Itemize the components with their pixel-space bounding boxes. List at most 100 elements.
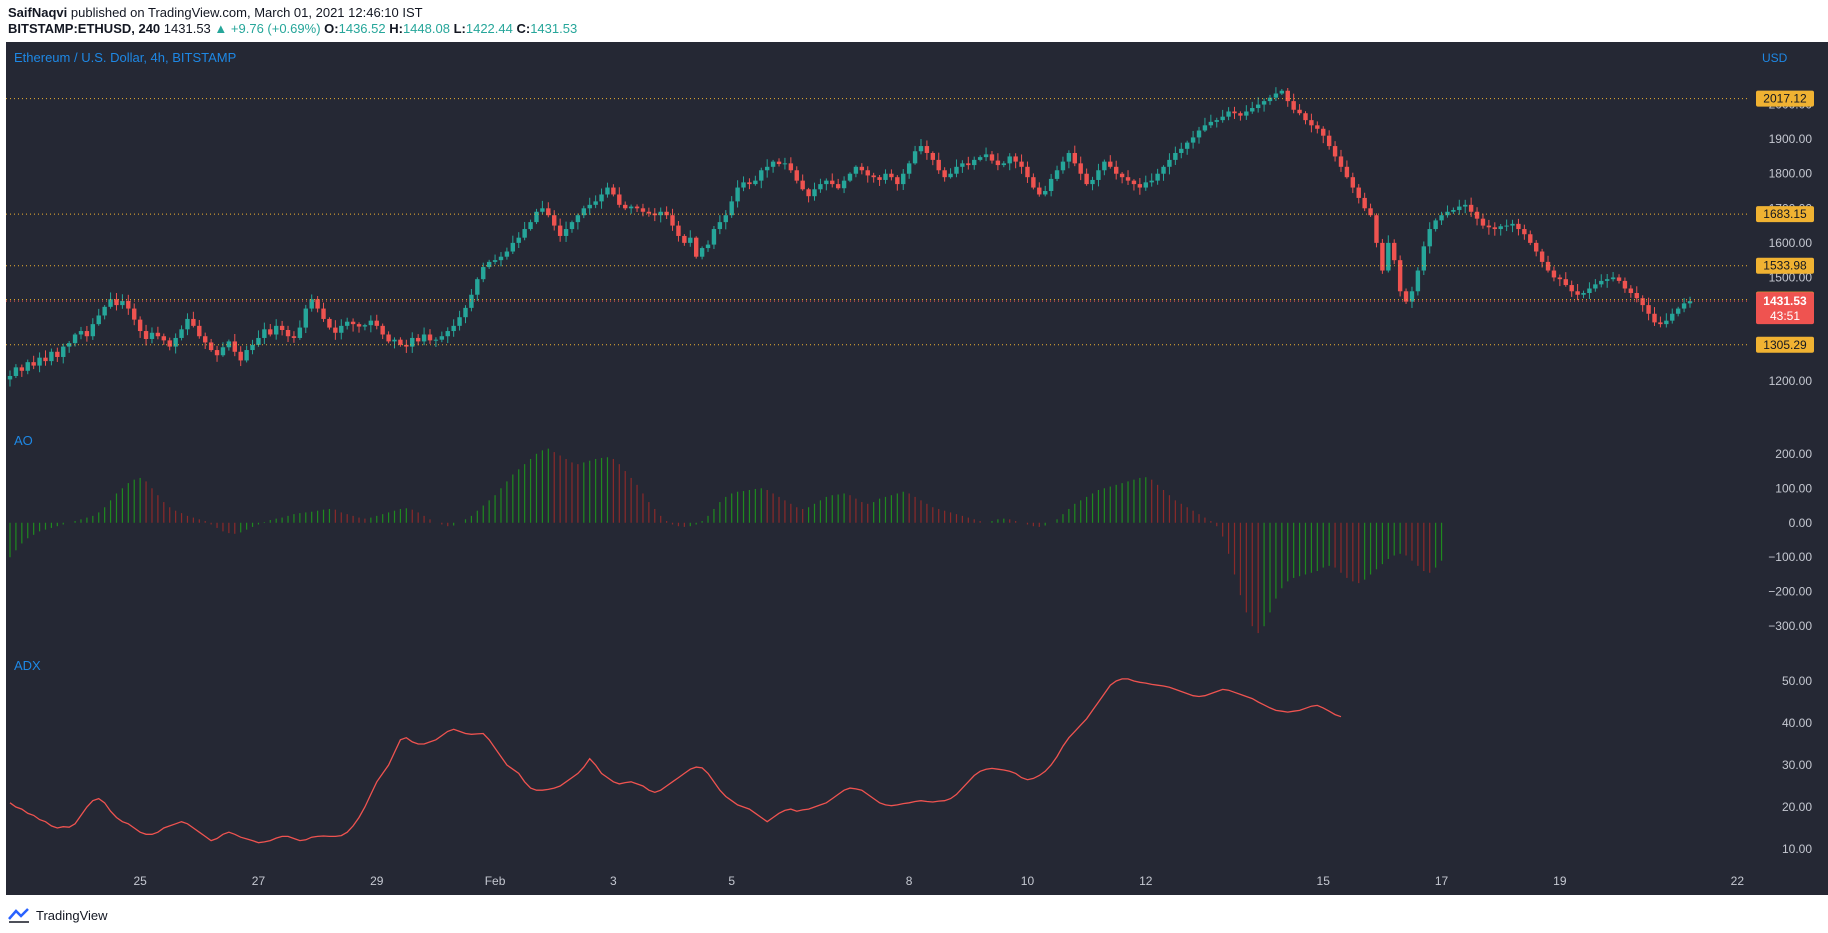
open-label: O: bbox=[324, 21, 339, 36]
candle-body bbox=[682, 235, 687, 243]
candle-body bbox=[1658, 322, 1663, 325]
candle-body bbox=[143, 331, 149, 339]
candle-body bbox=[1037, 187, 1042, 195]
candle-body bbox=[120, 300, 125, 306]
candle-body bbox=[433, 339, 439, 341]
candle-body bbox=[315, 299, 320, 309]
candle-body bbox=[1321, 128, 1326, 136]
candle-body bbox=[1616, 277, 1622, 281]
candle-body bbox=[605, 187, 610, 195]
candle-body bbox=[1681, 303, 1687, 309]
candle-body bbox=[942, 170, 947, 178]
candle-body bbox=[1522, 229, 1527, 235]
candle-body bbox=[918, 146, 924, 152]
candle-body bbox=[623, 204, 628, 209]
candle-body bbox=[1557, 277, 1563, 280]
x-tick-label: 25 bbox=[133, 874, 147, 888]
candle-body bbox=[646, 211, 652, 214]
candle-body bbox=[889, 173, 894, 178]
candle-body bbox=[877, 177, 882, 180]
adx-tick-label: 40.00 bbox=[1782, 716, 1812, 730]
candle-body bbox=[546, 208, 551, 216]
candle-body bbox=[55, 351, 60, 357]
footer: TradingView bbox=[8, 904, 108, 926]
candle-body bbox=[1315, 125, 1320, 129]
candle-body bbox=[380, 325, 385, 335]
candle-body bbox=[924, 146, 930, 153]
author-name[interactable]: SaifNaqvi bbox=[8, 5, 68, 20]
candle-body bbox=[1155, 173, 1160, 181]
candle-body bbox=[126, 300, 131, 309]
candle-body bbox=[1261, 101, 1267, 105]
candle-body bbox=[1386, 242, 1391, 271]
candle-body bbox=[1137, 184, 1143, 188]
candle-body bbox=[1238, 113, 1243, 116]
candle-body bbox=[717, 222, 723, 230]
ao-tick-label: −100.00 bbox=[1768, 550, 1812, 564]
x-tick-label: 17 bbox=[1435, 874, 1449, 888]
candle-body bbox=[522, 229, 527, 238]
level-label: 1305.29 bbox=[1763, 338, 1807, 352]
candle-body bbox=[427, 334, 433, 341]
candle-body bbox=[250, 344, 255, 351]
candle-body bbox=[1675, 308, 1681, 314]
x-tick-label: 8 bbox=[906, 874, 913, 888]
candle-body bbox=[1196, 130, 1202, 138]
candle-body bbox=[273, 325, 279, 335]
level-label-bg bbox=[1756, 206, 1814, 223]
level-label-bg bbox=[1756, 257, 1814, 274]
candle-body bbox=[753, 180, 758, 185]
candle-body bbox=[723, 215, 728, 223]
candle-body bbox=[191, 318, 196, 326]
candle-body bbox=[185, 318, 190, 330]
candle-body bbox=[1421, 246, 1427, 271]
candle-body bbox=[628, 206, 634, 209]
x-tick-label: 5 bbox=[728, 874, 735, 888]
candle-body bbox=[297, 327, 303, 338]
candle-body bbox=[593, 201, 598, 205]
candle-body bbox=[303, 308, 308, 328]
candle-body bbox=[1563, 279, 1568, 286]
currency-label: USD bbox=[1762, 51, 1788, 65]
candle-body bbox=[149, 332, 155, 339]
candle-body bbox=[747, 182, 752, 185]
candle-body bbox=[1066, 152, 1072, 162]
candle-body bbox=[1457, 206, 1462, 211]
candle-body bbox=[1670, 313, 1675, 321]
candle-body bbox=[1250, 108, 1255, 112]
candle-body bbox=[782, 163, 788, 165]
candle-body bbox=[640, 208, 646, 212]
candle-body bbox=[1167, 159, 1172, 167]
candle-body bbox=[1303, 113, 1308, 121]
x-tick-label: 29 bbox=[370, 874, 384, 888]
candle-body bbox=[1078, 163, 1083, 174]
candle-body bbox=[1149, 180, 1154, 183]
candle-body bbox=[84, 331, 90, 337]
chart-area[interactable] bbox=[6, 42, 1828, 895]
candle-body bbox=[7, 375, 13, 380]
candle-body bbox=[859, 166, 865, 171]
high-value: 1448.08 bbox=[402, 21, 450, 36]
chart-title: Ethereum / U.S. Dollar, 4h, BITSTAMP bbox=[14, 50, 236, 65]
candle-body bbox=[19, 367, 25, 371]
candle-body bbox=[705, 244, 711, 249]
candle-body bbox=[1096, 170, 1101, 180]
candle-body bbox=[1593, 284, 1598, 289]
candle-body bbox=[1362, 197, 1367, 209]
candle-body bbox=[392, 339, 397, 342]
footer-brand[interactable]: TradingView bbox=[36, 907, 108, 923]
candle-body bbox=[835, 184, 841, 189]
candle-body bbox=[1025, 166, 1030, 178]
candle-body bbox=[883, 173, 888, 180]
candle-body bbox=[1397, 260, 1403, 292]
candle-body bbox=[344, 321, 350, 326]
ao-tick-label: 100.00 bbox=[1775, 481, 1812, 495]
candle-body bbox=[1652, 313, 1657, 323]
candle-body bbox=[1403, 291, 1409, 302]
candle-body bbox=[1610, 277, 1616, 280]
candle-body bbox=[676, 225, 681, 236]
candle-body bbox=[451, 325, 456, 332]
adx-line bbox=[9, 678, 1342, 844]
candle-body bbox=[1161, 166, 1166, 174]
